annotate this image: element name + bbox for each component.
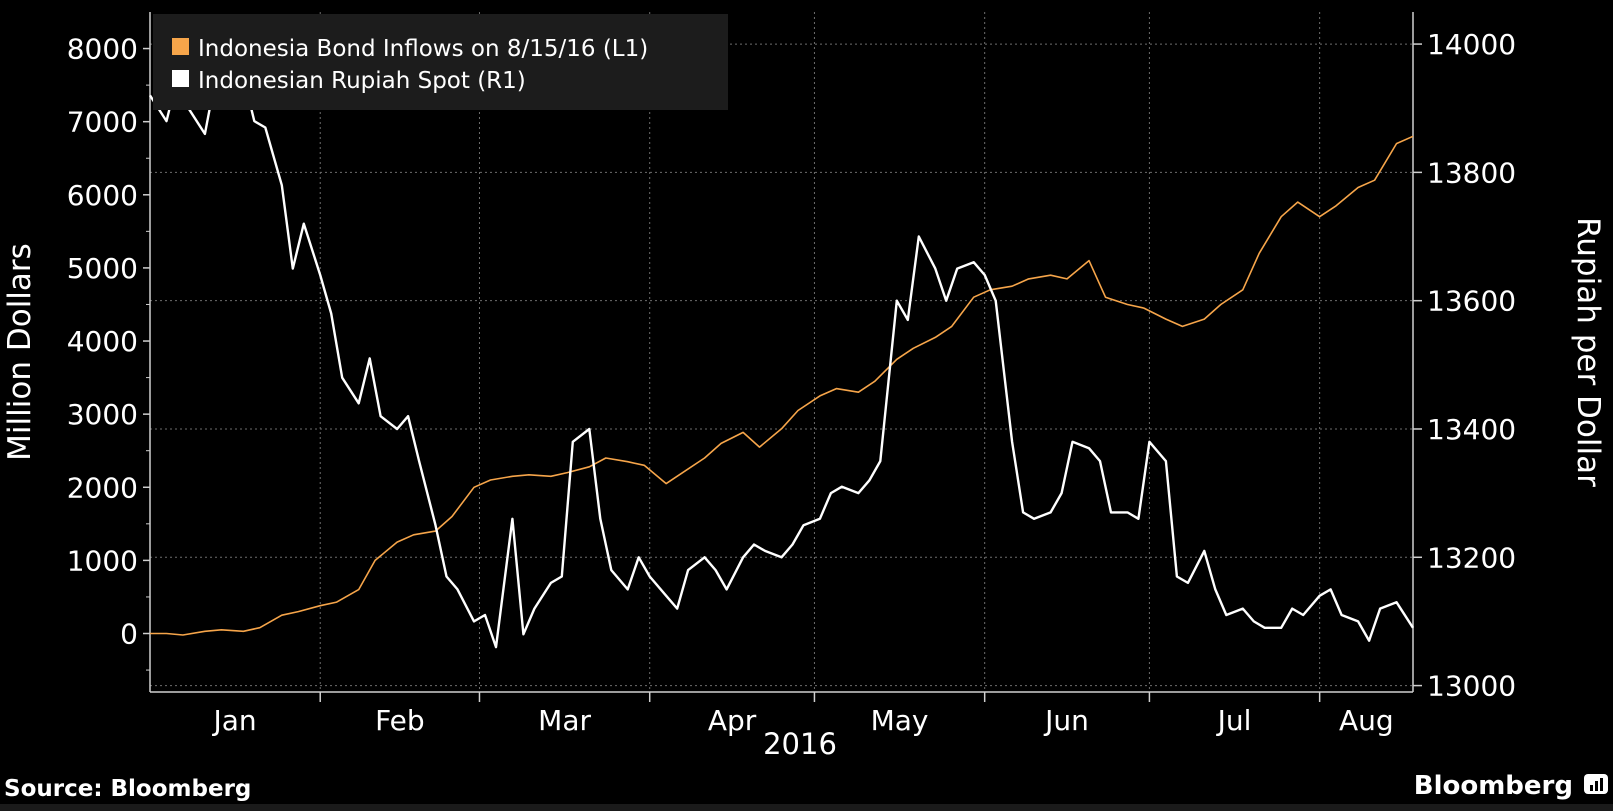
series-lines <box>148 74 1415 649</box>
y-axis-right-tick-label: 13200 <box>1427 541 1516 574</box>
legend-label-rupiah-spot: Indonesian Rupiah Spot (R1) <box>198 68 526 94</box>
legend-label-bond-inflows: Indonesia Bond Inflows on 8/15/16 (L1) <box>198 36 648 62</box>
legend-swatch-bond-inflows <box>172 38 189 55</box>
bloomberg-brand: Bloomberg <box>1414 771 1573 801</box>
axes: 0 1000 2000 3000 4000 5000 6000 7000 8000 13000 13… <box>67 12 1516 737</box>
legend: Indonesia Bond Inflows on 8/15/16 (L1) I… <box>153 14 728 110</box>
y-axis-left-tick-label: 5000 <box>67 252 138 285</box>
y-axis-right-label: Rupiah per Dollar <box>1570 217 1606 487</box>
y-axis-right-tick-label: 13800 <box>1427 156 1516 189</box>
x-axis-tick-label: Apr <box>708 704 757 737</box>
legend-swatch-rupiah-spot <box>172 70 189 87</box>
y-axis-left-tick-label: 3000 <box>67 398 138 431</box>
series-line-rupiah-spot <box>148 74 1415 649</box>
y-axis-left-tick-label: 2000 <box>67 471 138 504</box>
source-note: Source: Bloomberg <box>4 776 251 802</box>
y-axis-right-tick-label: 13600 <box>1427 285 1516 318</box>
y-axis-left-tick-label: 0 <box>120 618 138 651</box>
y-axis-left-tick-label: 6000 <box>67 179 138 212</box>
y-axis-right-tick-label: 13400 <box>1427 413 1516 446</box>
x-axis-tick-label: Jun <box>1043 704 1089 737</box>
y-axis-left-tick-label: 1000 <box>67 544 138 577</box>
bloomberg-terminal-icon <box>1584 774 1608 794</box>
x-axis-tick-label: Aug <box>1339 704 1394 737</box>
y-axis-right-tick-label: 13000 <box>1427 670 1516 703</box>
series-line-bond-inflows <box>150 135 1414 636</box>
x-axis-tick-label: Jan <box>212 704 257 737</box>
y-axis-left-tick-label: 7000 <box>67 106 138 139</box>
y-axis-left-tick-label: 8000 <box>67 33 138 66</box>
legend-background <box>153 14 728 110</box>
y-axis-left-tick-label: 4000 <box>67 325 138 358</box>
footer-strip <box>0 804 1613 811</box>
x-axis-label: 2016 <box>763 727 837 761</box>
x-axis-tick-label: Mar <box>538 704 591 737</box>
y-axis-right-tick-label: 14000 <box>1427 28 1516 61</box>
x-axis-tick-label: May <box>871 704 929 737</box>
y-axis-left-label: Million Dollars <box>2 243 38 461</box>
x-axis-tick-label: Feb <box>375 704 425 737</box>
x-axis-tick-label: Jul <box>1216 704 1252 737</box>
